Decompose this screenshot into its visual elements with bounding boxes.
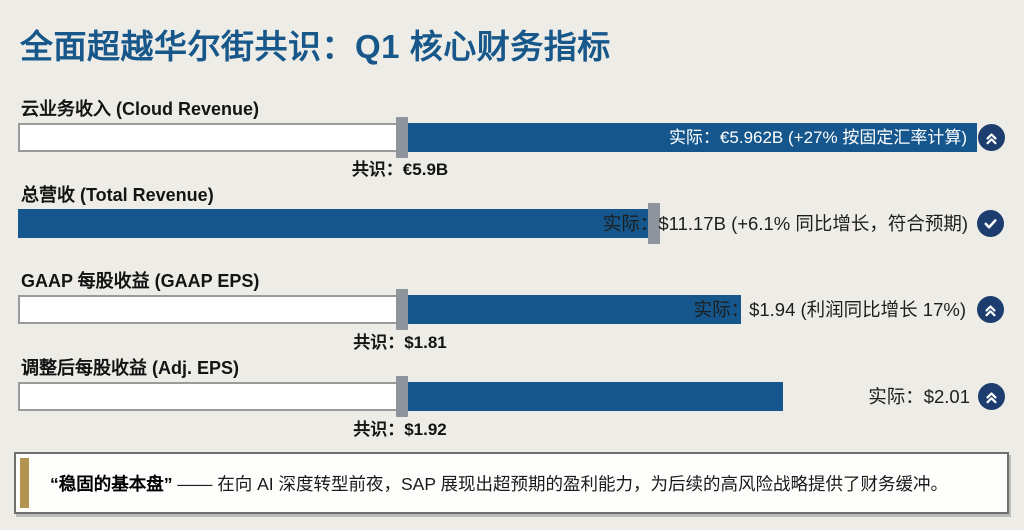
consensus-bar [18,382,398,411]
summary-body: —— 在向 AI 深度转型前夜，SAP 展现出超预期的盈利能力，为后续的高风险战… [172,473,949,494]
actual-value-label: 实际：$11.17B (+6.1% 同比增长，符合预期) [602,213,968,234]
double-chevron-up-icon [978,383,1005,410]
page-title: 全面超越华尔街共识：Q1 核心财务指标 [20,28,611,65]
metric-label: GAAP 每股收益 (GAAP EPS) [21,271,260,291]
actual-bar [18,209,648,238]
actual-value-label: 实际：€5.962B (+27% 按固定汇率计算) [668,128,967,147]
actual-value-label: 实际：$1.94 (利润同比增长 17%) [693,299,966,320]
double-chevron-up-icon [977,296,1004,323]
consensus-marker [396,117,408,158]
double-chevron-up-icon [978,124,1005,151]
consensus-marker [396,376,408,417]
metric-label: 云业务收入 (Cloud Revenue) [21,99,260,119]
consensus-caption: 共识：$1.92 [353,420,447,439]
check-icon [977,210,1004,237]
summary-text: “稳固的基本盘” —— 在向 AI 深度转型前夜，SAP 展现出超预期的盈利能力… [50,471,948,496]
consensus-marker [648,203,660,244]
actual-bar [408,382,783,411]
gold-accent-bar [20,458,29,508]
metric-label: 总营收 (Total Revenue) [21,185,214,205]
summary-quote: “稳固的基本盘” [50,473,173,494]
consensus-bar [18,295,398,324]
actual-value-label: 实际：$2.01 [868,386,970,407]
consensus-caption: 共识：$1.81 [353,333,447,352]
actual-bar [408,295,741,324]
consensus-marker [396,289,408,330]
metric-label: 调整后每股收益 (Adj. EPS) [21,358,240,378]
actual-bar: 实际：€5.962B (+27% 按固定汇率计算) [408,123,977,152]
summary-box: “稳固的基本盘” —— 在向 AI 深度转型前夜，SAP 展现出超预期的盈利能力… [14,452,1009,514]
consensus-bar [18,123,398,152]
consensus-caption: 共识：€5.9B [351,160,449,179]
